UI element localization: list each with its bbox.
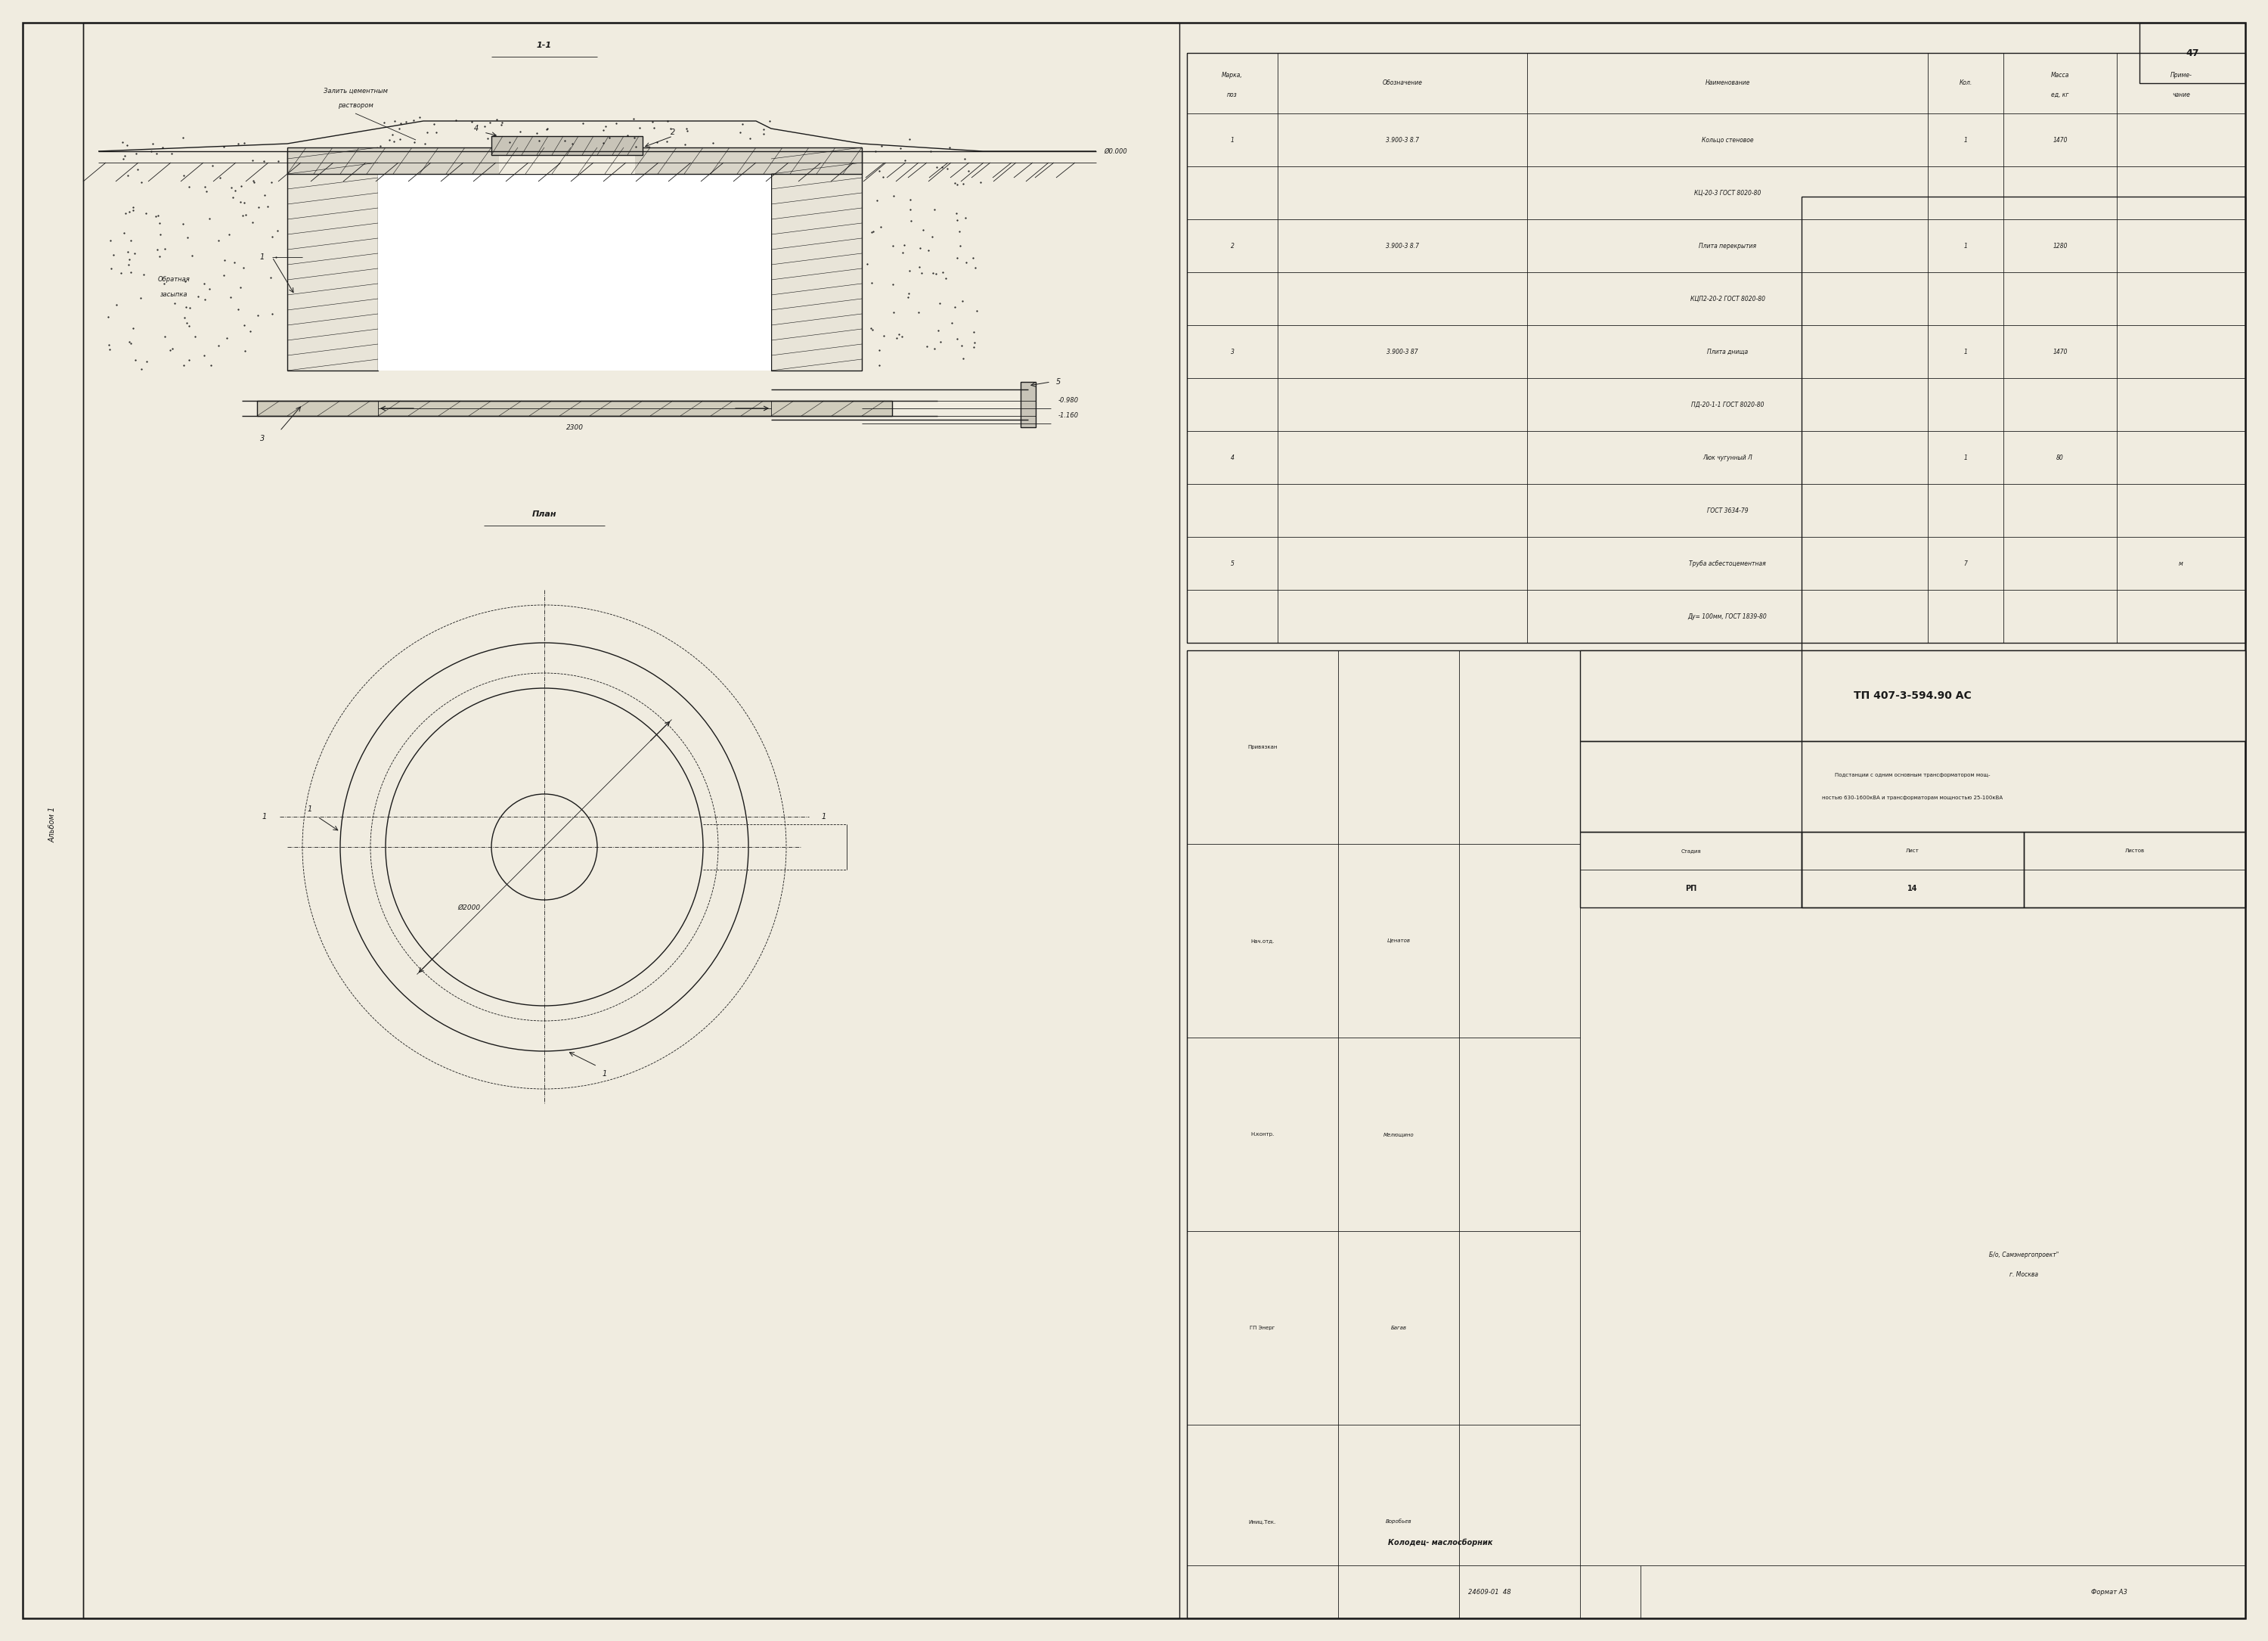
Text: Багав: Багав [1390,1326,1406,1331]
Text: Кол.: Кол. [1960,80,1973,87]
Bar [1801,197,2245,907]
Text: м: м [2180,560,2184,566]
Bar [1801,832,2023,907]
Text: 24609-01  48: 24609-01 48 [1467,1588,1510,1595]
Text: 3.900-3 8.7: 3.900-3 8.7 [1386,136,1420,143]
Text: Нач.отд.: Нач.отд. [1250,939,1275,944]
Text: Иниц.Тек.: Иниц.Тек. [1250,1520,1277,1524]
Text: Масса: Масса [2050,72,2068,79]
Text: 5: 5 [1057,377,1061,386]
Text: 1: 1 [1964,348,1966,354]
Bar [2139,23,2245,84]
Text: ПД-20-1-1 ГОСТ 8020-80: ПД-20-1-1 ГОСТ 8020-80 [1692,400,1765,409]
Bar [84,23,1179,1618]
Text: Привязкан: Привязкан [1247,745,1277,750]
Text: Плита перекрытия: Плита перекрытия [1699,243,1755,249]
Text: 5: 5 [1232,560,1234,566]
Text: Ø0.000: Ø0.000 [1105,148,1127,154]
Bar [256,400,891,415]
Text: Воробьев: Воробьев [1386,1520,1411,1524]
Text: Н.контр.: Н.контр. [1250,1132,1275,1137]
Text: 1470: 1470 [2053,136,2068,143]
Text: Стадия: Стадия [1681,848,1701,853]
Bar [1581,650,2245,742]
Text: Мелющино: Мелющино [1383,1132,1413,1137]
Text: 14: 14 [1907,884,1919,893]
Text: чание: чание [2173,92,2191,98]
Text: Обозначение: Обозначение [1381,80,1422,87]
Text: КЦ-20-3 ГОСТ 8020-80: КЦ-20-3 ГОСТ 8020-80 [1694,189,1760,197]
Bar [379,151,771,371]
Text: Листов: Листов [2125,848,2143,853]
Text: Плита днища: Плита днища [1708,348,1749,354]
Text: Люк чугунный Л: Люк чугунный Л [1703,455,1753,461]
Bar [1021,382,1036,427]
Text: Марка,: Марка, [1222,72,1243,79]
Bar [492,136,642,154]
Text: Труба асбестоцементная: Труба асбестоцементная [1690,560,1767,566]
Bar [499,148,635,174]
Text: Ценатов: Ценатов [1386,939,1411,944]
Text: План: План [533,510,556,519]
Text: г. Москва: г. Москва [2009,1270,2039,1278]
Text: ГОСТ 3634-79: ГОСТ 3634-79 [1708,507,1749,514]
Bar [288,148,862,174]
Text: ностью 630-1600кВА и трансформаторам мощностью 25-100кВА: ностью 630-1600кВА и трансформаторам мощ… [1821,796,2003,801]
Bar [1581,832,1801,907]
Bar [288,151,379,371]
Text: -0.980: -0.980 [1059,397,1080,404]
Text: 3: 3 [261,435,265,443]
Text: Колодец- маслосборник: Колодец- маслосборник [1388,1539,1492,1547]
Text: 1280: 1280 [2053,243,2068,249]
Text: ГП Энерг: ГП Энерг [1250,1326,1275,1331]
Text: 3: 3 [1232,348,1234,354]
Text: 7: 7 [1964,560,1966,566]
Text: 80: 80 [2057,455,2064,461]
Bar [1186,53,2245,643]
Text: 2300: 2300 [567,423,583,430]
Text: 2: 2 [1232,243,1234,249]
Text: Приме-: Приме- [2170,72,2191,79]
Text: 1: 1 [308,806,313,812]
Text: 4: 4 [1232,455,1234,461]
Text: 1: 1 [1232,136,1234,143]
Text: Ø2000: Ø2000 [458,904,481,911]
Text: поз: поз [1227,92,1238,98]
Text: раствором: раствором [338,102,372,110]
Text: ед, кг: ед, кг [2050,92,2068,98]
Text: ТП 407-3-594.90 АС: ТП 407-3-594.90 АС [1853,691,1971,701]
Bar [771,151,862,371]
Text: 1-1: 1-1 [538,41,551,49]
Text: Формат А3: Формат А3 [2091,1588,2127,1595]
Text: КЦП2-20-2 ГОСТ 8020-80: КЦП2-20-2 ГОСТ 8020-80 [1690,295,1765,302]
Bar [2023,832,2245,907]
Text: 3.900-3 8.7: 3.900-3 8.7 [1386,243,1420,249]
Text: РП: РП [1685,884,1696,893]
Text: Ду= 100мм, ГОСТ 1839-80: Ду= 100мм, ГОСТ 1839-80 [1687,614,1767,620]
Text: 47: 47 [2186,48,2200,57]
Text: 4: 4 [474,125,479,133]
Text: 1: 1 [821,812,826,820]
Text: 3.900-3 87: 3.900-3 87 [1386,348,1418,354]
Text: 1470: 1470 [2053,348,2068,354]
Text: 1: 1 [263,812,268,820]
Bar [1186,650,2245,1618]
Text: Кольцо стеновое: Кольцо стеновое [1701,136,1753,143]
Text: 1: 1 [1964,136,1966,143]
Text: Залить цементным: Залить цементным [322,87,388,94]
Text: 1: 1 [603,1070,608,1078]
Text: 1: 1 [1964,455,1966,461]
Bar [1581,742,2245,832]
Text: 2: 2 [671,128,676,136]
Text: Лист: Лист [1905,848,1919,853]
Text: Наименование: Наименование [1706,80,1751,87]
Text: Альбом 1: Альбом 1 [50,806,57,842]
Text: Б/о, Самэнергопроект": Б/о, Самэнергопроект" [1989,1252,2059,1259]
Text: 1: 1 [261,253,265,261]
Text: Подстанции с одним основным трансформатором мощ-: Подстанции с одним основным трансформато… [1835,773,1991,778]
Text: -1.160: -1.160 [1059,412,1080,420]
Text: 1: 1 [1964,243,1966,249]
Text: засыпка: засыпка [161,292,188,299]
Text: Обратная: Обратная [159,276,191,284]
